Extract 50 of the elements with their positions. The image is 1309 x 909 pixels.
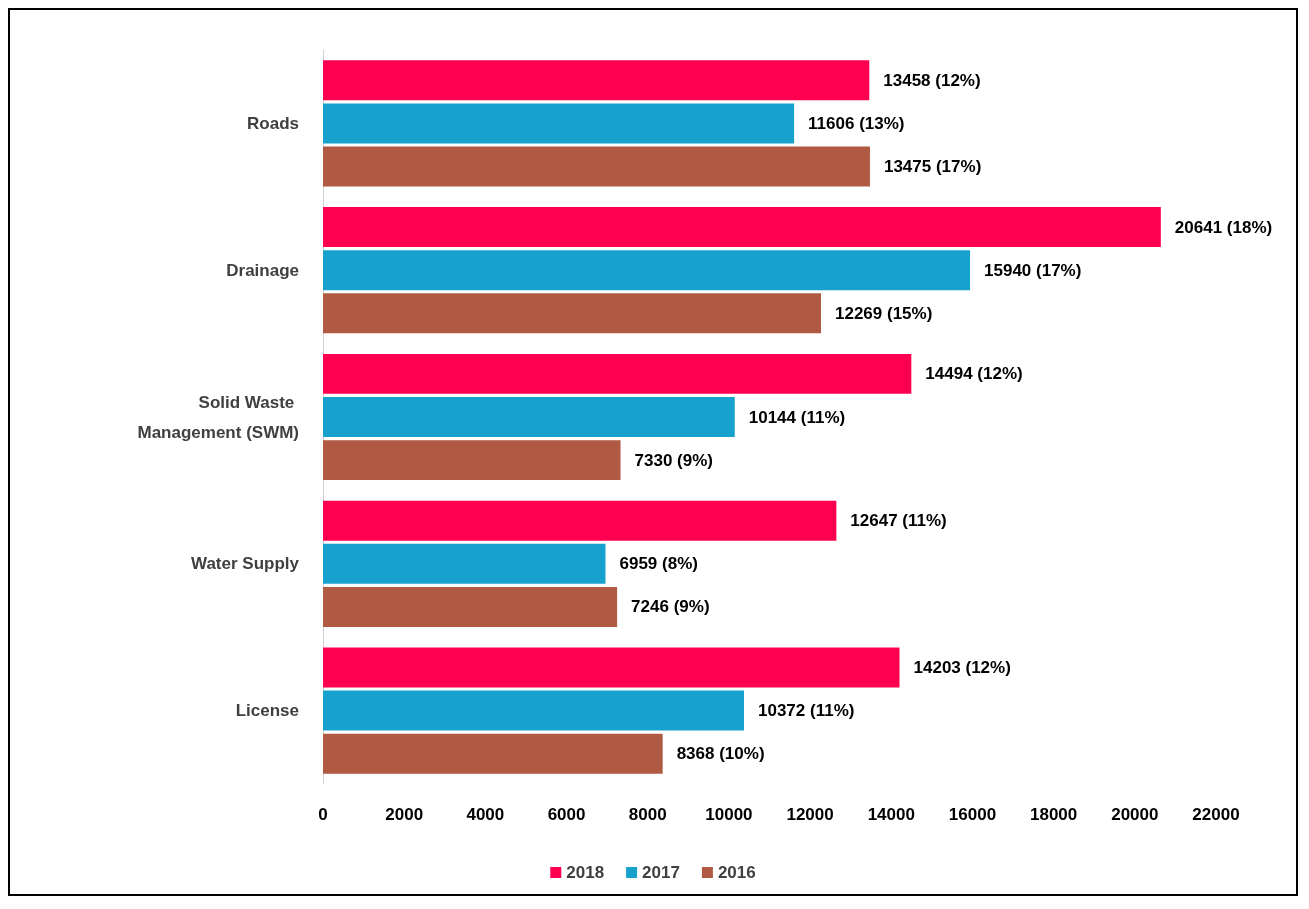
bar — [323, 733, 663, 774]
bar — [323, 647, 900, 688]
legend-label: 2018 — [566, 863, 605, 882]
bar — [323, 353, 912, 394]
data-label: 11606 (13%) — [808, 113, 905, 133]
bar — [323, 690, 745, 731]
legend-label: 2017 — [642, 863, 680, 882]
x-tick-label: 10000 — [705, 805, 753, 824]
x-tick-label: 12000 — [786, 805, 834, 824]
y-tick-label: Water Supply — [191, 554, 300, 574]
x-tick-label: 6000 — [547, 805, 586, 824]
data-label: 13475 (17%) — [883, 157, 982, 177]
bar — [323, 440, 621, 481]
x-tick-label: 2000 — [385, 805, 424, 824]
x-tick-label: 22000 — [1192, 805, 1240, 824]
x-tick-label: 14000 — [867, 805, 915, 824]
y-tick-label: Drainage — [226, 260, 299, 280]
data-label: 15940 (17%) — [984, 260, 1082, 280]
x-tick-label: 16000 — [948, 805, 997, 824]
bar — [323, 60, 870, 101]
x-tick-label: 4000 — [466, 805, 505, 824]
data-label: 12269 (15%) — [835, 303, 933, 323]
data-label: 20641 (18%) — [1174, 217, 1273, 237]
y-tick-label: License — [235, 701, 299, 721]
data-label: 14494 (12%) — [925, 364, 1023, 384]
bar — [323, 586, 618, 627]
data-label: 14203 (12%) — [913, 657, 1011, 677]
y-tick-label: Solid Waste Management (SWM) — [137, 392, 299, 442]
bar — [323, 397, 735, 437]
bar — [323, 500, 837, 541]
bar — [323, 293, 822, 334]
x-tick-label: 18000 — [1030, 805, 1078, 824]
bar — [323, 543, 606, 584]
x-tick-label: 0 — [318, 805, 328, 824]
data-label: 6959 (8%) — [619, 554, 698, 574]
data-label: 12647 (11%) — [850, 511, 947, 531]
bar — [323, 250, 971, 291]
data-label: 10372 (11%) — [758, 701, 855, 721]
data-label: 8368 (10%) — [676, 744, 765, 764]
x-tick-label: 20000 — [1111, 805, 1159, 824]
x-tick-label: 8000 — [628, 805, 667, 824]
data-label: 7246 (9%) — [631, 597, 710, 617]
legend-label: 2016 — [717, 863, 756, 882]
data-label: 7330 (9%) — [634, 450, 713, 470]
data-label: 13458 (12%) — [883, 70, 981, 90]
bar — [323, 207, 1161, 248]
y-tick-label: Roads — [247, 113, 299, 133]
bar — [323, 103, 795, 144]
data-label: 10144 (11%) — [748, 407, 846, 427]
bar — [323, 146, 870, 187]
